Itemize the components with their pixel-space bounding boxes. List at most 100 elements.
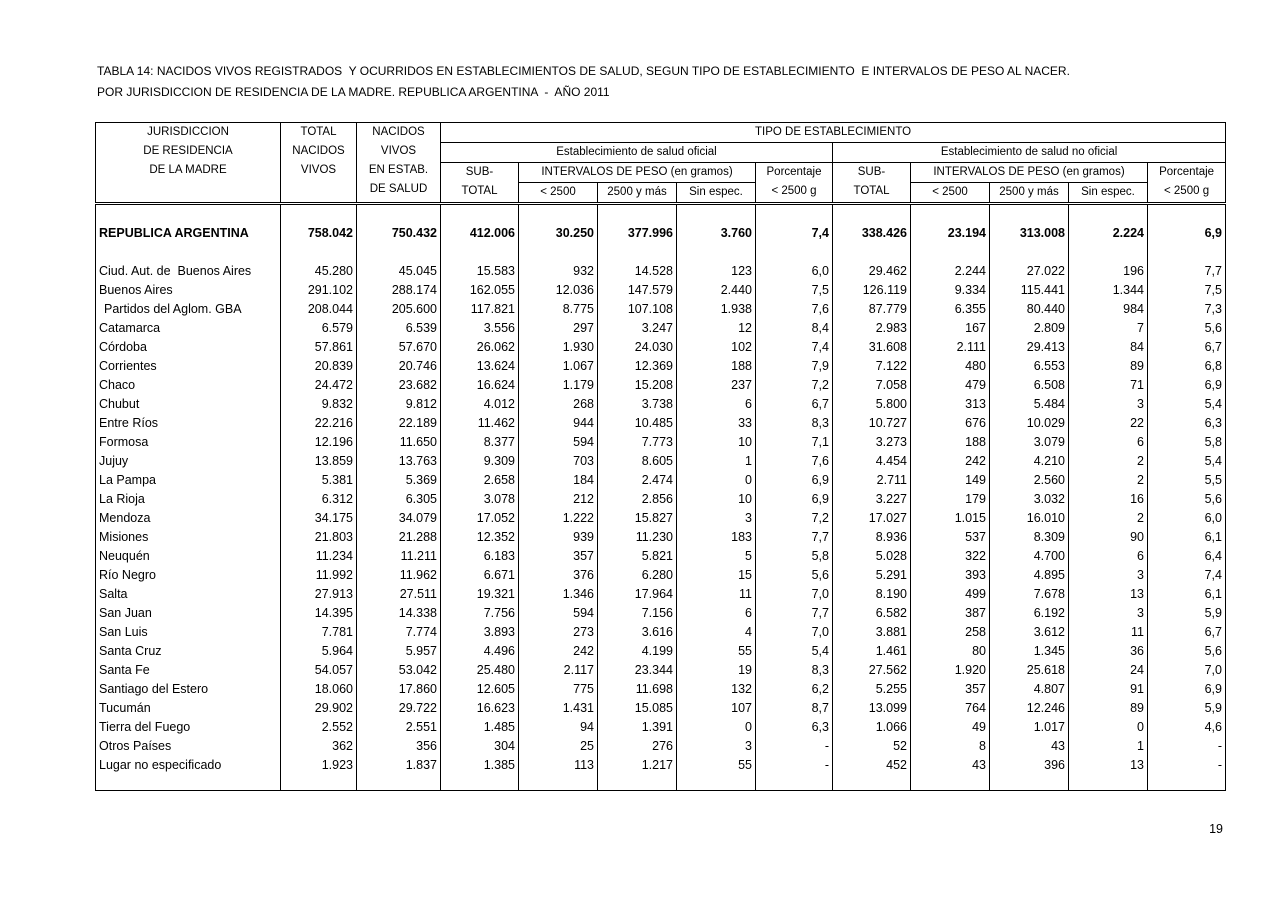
value-cell: 2.224	[1068, 223, 1148, 243]
value-cell: 1.066	[832, 717, 911, 737]
jurisdiction-name: Santiago del Estero	[95, 679, 281, 699]
value-cell: 5,6	[755, 565, 833, 585]
header-total-nacidos-vivos: TOTAL NACIDOS VIVOS	[280, 122, 357, 203]
value-cell: 29.462	[832, 261, 911, 281]
value-cell: 5.255	[832, 679, 911, 699]
jurisdiction-name: Salta	[95, 584, 281, 604]
value-cell: 15	[676, 565, 756, 585]
value-cell: 5.369	[356, 470, 441, 490]
value-cell: 6,9	[1147, 223, 1226, 243]
value-cell: 7,4	[755, 337, 833, 357]
value-cell: 3	[1068, 603, 1148, 623]
spacer-cell	[518, 774, 598, 791]
value-cell: 1	[676, 451, 756, 471]
value-cell: 80	[910, 641, 990, 661]
value-cell: 14.338	[356, 603, 441, 623]
value-cell: 1.485	[440, 717, 519, 737]
jurisdiction-name: San Luis	[95, 622, 281, 642]
spacer-cell	[95, 204, 281, 224]
value-cell: 25.618	[989, 660, 1069, 680]
value-cell: 499	[910, 584, 990, 604]
value-cell: 183	[676, 527, 756, 547]
value-cell: 25.480	[440, 660, 519, 680]
value-cell: 9.812	[356, 394, 441, 414]
value-cell: 7	[1068, 318, 1148, 338]
header-2500ymas-oficial: 2500 y más	[597, 182, 677, 203]
jurisdiction-name: Santa Cruz	[95, 641, 281, 661]
spacer-cell	[597, 774, 677, 791]
value-cell: 6,4	[1147, 546, 1226, 566]
value-cell: 80.440	[989, 299, 1069, 319]
value-cell: 30.250	[518, 223, 598, 243]
value-cell: 17.964	[597, 584, 677, 604]
value-cell: 7,4	[755, 223, 833, 243]
value-cell: -	[1147, 736, 1226, 756]
table-row: Misiones 21.803 21.288 12.352 939 11.230 183 7,…	[95, 527, 1226, 547]
value-cell: 6.671	[440, 565, 519, 585]
jurisdiction-name: Ciud. Aut. de Buenos Aires	[95, 261, 281, 281]
value-cell: 5,6	[1147, 641, 1226, 661]
value-cell: 16.623	[440, 698, 519, 718]
value-cell: 6.582	[832, 603, 911, 623]
value-cell: 5.957	[356, 641, 441, 661]
value-cell: 6,1	[1147, 527, 1226, 547]
spacer-cell	[1147, 242, 1226, 262]
value-cell: 6,9	[1147, 679, 1226, 699]
value-cell: 6,0	[1147, 508, 1226, 528]
value-cell: 3.760	[676, 223, 756, 243]
spacer-cell	[676, 204, 756, 224]
jurisdiction-name: Neuquén	[95, 546, 281, 566]
value-cell: 149	[910, 470, 990, 490]
table-body-table: REPUBLICA ARGENTINA 758.042 750.432 412.006…	[95, 204, 1226, 791]
value-cell: 8.775	[518, 299, 598, 319]
value-cell: 147.579	[597, 280, 677, 300]
value-cell: 6,7	[1147, 337, 1226, 357]
value-cell: 3.738	[597, 394, 677, 414]
value-cell: 2.983	[832, 318, 911, 338]
value-cell: 5,9	[1147, 603, 1226, 623]
value-cell: 29.413	[989, 337, 1069, 357]
table-row: Salta 27.913 27.511 19.321 1.346 17.964 11 7,0 8…	[95, 584, 1226, 604]
value-cell: 3.227	[832, 489, 911, 509]
value-cell: 7,0	[1147, 660, 1226, 680]
header-lt2500-oficial: < 2500	[518, 182, 598, 203]
value-cell: 237	[676, 375, 756, 395]
value-cell: 6.508	[989, 375, 1069, 395]
table-row: Mendoza 34.175 34.079 17.052 1.222 15.827 3 7,2…	[95, 508, 1226, 528]
table-row: Chubut 9.832 9.812 4.012 268 3.738 6 6,7 5.800 31…	[95, 394, 1226, 414]
value-cell: 2.440	[676, 280, 756, 300]
value-cell: 8.377	[440, 432, 519, 452]
jurisdiction-name: Entre Ríos	[95, 413, 281, 433]
value-cell: 11	[1068, 622, 1148, 642]
value-cell: 6.312	[280, 489, 357, 509]
value-cell: 6.305	[356, 489, 441, 509]
value-cell: 452	[832, 755, 911, 775]
value-cell: 6,9	[755, 470, 833, 490]
value-cell: 6,8	[1147, 356, 1226, 376]
value-cell: 1.391	[597, 717, 677, 737]
value-cell: 196	[1068, 261, 1148, 281]
value-cell: 5,4	[1147, 451, 1226, 471]
value-cell: 21.803	[280, 527, 357, 547]
spacer-cell	[597, 242, 677, 262]
header-subtotal-oficial: SUB- TOTAL	[440, 162, 519, 203]
value-cell: 6.355	[910, 299, 990, 319]
value-cell: 764	[910, 698, 990, 718]
jurisdiction-name: Córdoba	[95, 337, 281, 357]
jurisdiction-name: Misiones	[95, 527, 281, 547]
value-cell: 2.658	[440, 470, 519, 490]
value-cell: -	[755, 736, 833, 756]
value-cell: 15.827	[597, 508, 677, 528]
value-cell: 939	[518, 527, 598, 547]
value-cell: 1.017	[989, 717, 1069, 737]
value-cell: 8,3	[755, 413, 833, 433]
value-cell: 750.432	[356, 223, 441, 243]
value-cell: 594	[518, 603, 598, 623]
value-cell: 9.832	[280, 394, 357, 414]
header-nacidos-en-estab: NACIDOS VIVOS EN ESTAB. DE SALUD	[356, 122, 441, 203]
table-row: Partidos del Aglom. GBA 208.044 205.600 117…	[95, 299, 1226, 319]
value-cell: 10.727	[832, 413, 911, 433]
value-cell: 21.288	[356, 527, 441, 547]
table-row: Chaco 24.472 23.682 16.624 1.179 15.208 237 7,2…	[95, 375, 1226, 395]
spacer-cell	[518, 204, 598, 224]
